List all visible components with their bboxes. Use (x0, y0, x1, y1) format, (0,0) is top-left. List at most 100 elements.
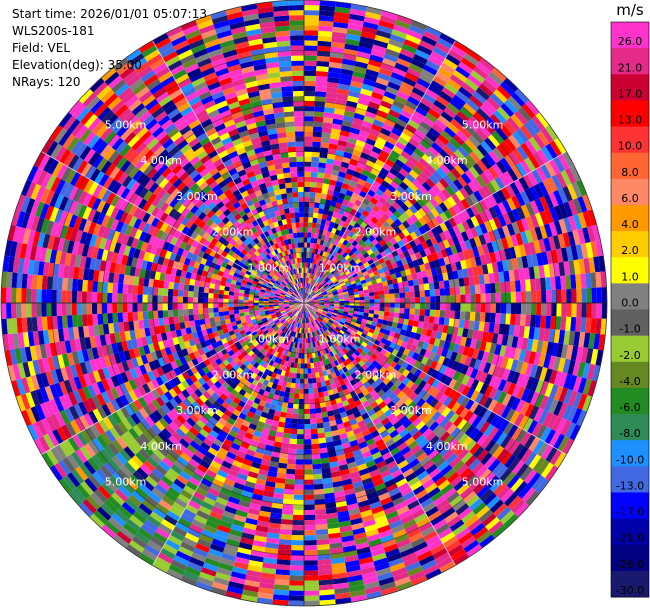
velocity-cell (546, 290, 552, 303)
velocity-cell (438, 317, 445, 326)
velocity-cell (324, 270, 330, 276)
velocity-cell (388, 132, 400, 142)
velocity-cell (324, 252, 330, 258)
velocity-cell (305, 282, 308, 289)
velocity-cell (309, 263, 313, 269)
velocity-cell (355, 183, 364, 191)
velocity-cell (304, 80, 316, 87)
velocity-cell (298, 403, 304, 410)
velocity-cell (414, 296, 421, 303)
velocity-cell (363, 115, 375, 124)
velocity-cell (304, 151, 312, 157)
velocity-cell (414, 290, 420, 298)
velocity-cell (380, 100, 393, 110)
velocity-cell (418, 315, 425, 322)
velocity-cell (304, 136, 313, 142)
velocity-cell (304, 418, 311, 425)
velocity-cell (401, 43, 417, 54)
velocity-cell (530, 290, 537, 303)
velocity-cell (515, 303, 522, 315)
velocity-cell (351, 192, 360, 200)
velocity-cell (332, 222, 339, 230)
velocity-cell (318, 15, 335, 22)
velocity-cell (304, 146, 313, 152)
velocity-cell (368, 172, 378, 181)
velocity-cell (458, 61, 474, 75)
velocity-cell (409, 291, 415, 298)
velocity-cell (339, 73, 353, 81)
velocity-cell (331, 244, 337, 251)
velocity-cell (430, 51, 446, 63)
velocity-cell (321, 132, 331, 139)
velocity-cell (300, 363, 304, 369)
velocity-cell (304, 101, 315, 107)
velocity-cell (409, 308, 415, 315)
velocity-cell (342, 115, 354, 123)
velocity-cell (304, 540, 317, 546)
velocity-cell (455, 303, 461, 312)
velocity-cell (470, 70, 486, 84)
velocity-cell (291, 545, 304, 551)
velocity-cell (326, 264, 331, 271)
velocity-cell (394, 19, 411, 30)
velocity-cell (304, 585, 320, 591)
velocity-cell (359, 202, 368, 210)
velocity-cell (330, 133, 340, 140)
velocity-cell (394, 95, 408, 106)
velocity-cell (320, 406, 328, 413)
velocity-cell (408, 137, 420, 148)
velocity-cell (318, 266, 323, 272)
velocity-cell (354, 303, 360, 306)
velocity-cell (310, 232, 316, 239)
velocity-cell (364, 11, 382, 21)
velocity-cell (332, 26, 348, 34)
velocity-cell (458, 86, 473, 99)
velocity-cell (363, 181, 373, 190)
velocity-cell (313, 116, 324, 123)
velocity-cell (365, 68, 379, 78)
velocity-cell (325, 199, 332, 206)
velocity-cell (427, 108, 441, 120)
velocity-cell (353, 144, 364, 153)
velocity-cell (304, 10, 320, 16)
velocity-cell (464, 285, 471, 295)
velocity-cell (308, 212, 314, 218)
velocity-cell (390, 71, 405, 82)
velocity-cell (312, 463, 322, 470)
velocity-cell (489, 312, 496, 324)
velocity-cell (444, 287, 451, 296)
velocity-cell (283, 493, 294, 500)
velocity-cell (288, 590, 304, 596)
velocity-cell (310, 258, 314, 264)
velocity-cell (464, 311, 471, 321)
velocity-cell (334, 6, 351, 14)
velocity-cell (494, 282, 501, 293)
velocity-cell (416, 44, 433, 56)
velocity-cell (359, 303, 365, 307)
velocity-cell (294, 484, 304, 490)
velocity-cell (357, 178, 366, 187)
velocity-cell (345, 189, 354, 197)
velocity-cell (306, 293, 309, 299)
velocity-cell (361, 26, 378, 35)
velocity-cell (318, 162, 327, 169)
velocity-cell (304, 534, 317, 541)
velocity-cell (385, 86, 399, 96)
velocity-cell (334, 252, 340, 259)
velocity-cell (314, 275, 318, 281)
velocity-cell (307, 373, 312, 379)
velocity-cell (297, 424, 304, 430)
velocity-cell (313, 253, 318, 260)
velocity-cell (369, 299, 375, 303)
velocity-cell (288, 448, 297, 455)
velocity-cell (356, 161, 366, 170)
velocity-cell (357, 46, 372, 55)
velocity-cell (304, 560, 318, 566)
velocity-cell (476, 61, 492, 76)
velocity-cell (470, 294, 476, 303)
velocity-cell (314, 259, 319, 265)
velocity-cell (425, 112, 438, 124)
velocity-cell (369, 128, 380, 137)
velocity-cell (319, 10, 335, 17)
velocity-cell (327, 71, 341, 79)
